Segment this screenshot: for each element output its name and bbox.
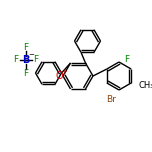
Text: F: F (23, 43, 29, 52)
Text: CH₃: CH₃ (138, 81, 152, 90)
Text: B: B (22, 55, 30, 65)
Text: Br: Br (106, 95, 116, 104)
Text: F: F (33, 55, 39, 64)
Text: F: F (23, 69, 29, 78)
Text: −: − (28, 52, 34, 58)
Text: +: + (62, 69, 67, 75)
Text: O: O (55, 71, 63, 81)
Text: F: F (124, 55, 129, 64)
Text: F: F (13, 55, 19, 64)
